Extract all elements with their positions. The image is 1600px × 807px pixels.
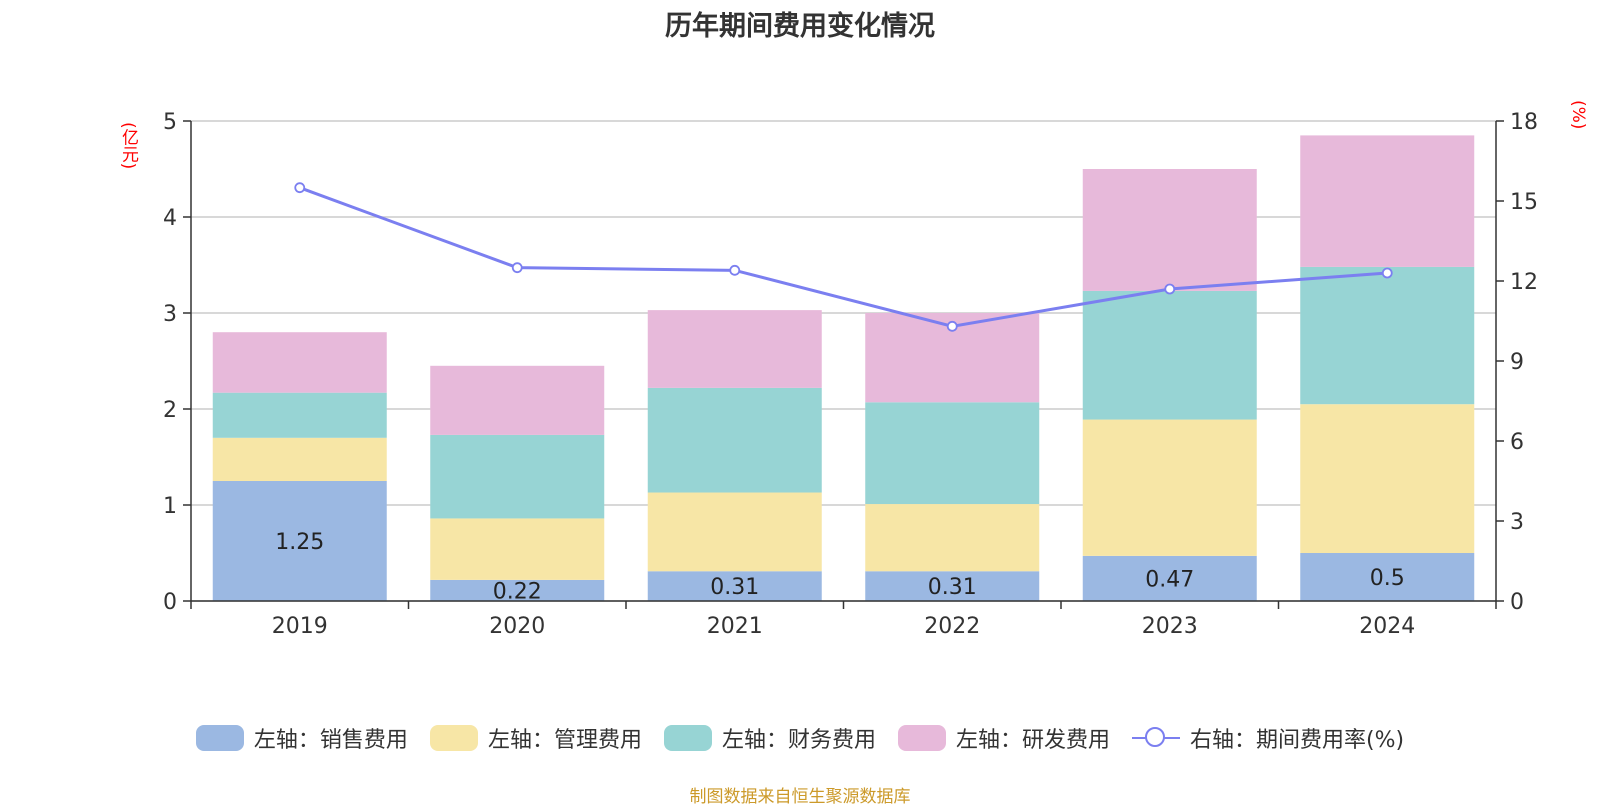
legend-item-rd[interactable]: 左轴：研发费用 [897,722,1110,754]
right-axis-tick-label: 3 [1510,510,1524,535]
bar-segment [212,481,387,601]
bar-segment [865,504,1040,572]
bar-segment [212,332,387,393]
bar-segment [430,434,605,519]
bar-segment [1082,290,1257,420]
x-axis-tick-label: 2019 [272,614,328,639]
bar-segment [212,437,387,481]
legend-swatch-finance [663,725,712,751]
right-axis-unit: (%) [1568,100,1588,130]
legend-item-admin[interactable]: 左轴：管理费用 [429,722,642,754]
bar-segment [647,387,822,493]
bar-segment [1082,555,1257,601]
x-axis-tick-label: 2024 [1359,614,1415,639]
bar-data-label: 1.25 [275,530,324,555]
bar-segment [647,571,822,601]
bar-segment [430,518,605,580]
bar-segment [1082,419,1257,556]
expense-rate-point [294,182,306,194]
left-axis-tick-label: 0 [163,590,177,615]
bar-segment [1300,404,1475,553]
bar-segment [647,310,822,388]
left-axis-tick-label: 3 [163,302,177,327]
x-axis-tick-label: 2021 [707,614,763,639]
chart-legend: 左轴：销售费用 左轴：管理费用 左轴：财务费用 左轴：研发费用 右轴：期间费用率… [0,722,1600,754]
x-axis-tick-label: 2020 [489,614,545,639]
bar-data-label: 0.31 [928,575,977,600]
bar-data-label: 0.47 [1145,567,1194,592]
right-axis-tick-label: 18 [1510,110,1538,135]
bar-segment [212,392,387,438]
legend-swatch-admin [429,725,478,751]
bar-segment [1082,169,1257,291]
left-axis-unit: (亿元) [118,122,138,170]
legend-label-expense-rate: 右轴：期间费用率(%) [1189,728,1405,753]
legend-label-finance: 左轴：财务费用 [721,728,876,753]
left-axis-tick-label: 2 [163,398,177,423]
expense-rate-point [1164,283,1176,295]
bar-segment [1300,266,1475,405]
bar-segment [865,571,1040,601]
bar-segment [865,402,1040,505]
bar-segment [430,579,605,601]
legend-swatch-expense-rate [1131,725,1180,751]
legend-label-rd: 左轴：研发费用 [955,728,1110,753]
bar-segment [430,365,605,435]
expense-rate-point [729,264,741,276]
right-axis-tick-label: 12 [1510,270,1538,295]
legend-swatch-rd [897,725,946,751]
bar-data-label: 0.31 [710,575,759,600]
legend-item-finance[interactable]: 左轴：财务费用 [663,722,876,754]
bar-segment [1300,135,1475,267]
expense-rate-point [1381,267,1393,279]
left-axis-tick-label: 4 [163,206,177,231]
legend-swatch-sales [195,725,244,751]
expense-rate-point [946,320,958,332]
x-axis-tick-label: 2022 [924,614,980,639]
legend-label-sales: 左轴：销售费用 [253,728,408,753]
right-axis-tick-label: 0 [1510,590,1524,615]
bar-data-label: 0.5 [1370,566,1405,591]
right-axis-tick-label: 6 [1510,430,1524,455]
chart-title: 历年期间费用变化情况 [665,11,935,42]
expense-rate-point [511,262,523,274]
bar-segment [1300,553,1475,601]
legend-item-expense-rate[interactable]: 右轴：期间费用率(%) [1131,722,1405,754]
left-axis-tick-label: 5 [163,110,177,135]
source-note: 制图数据来自恒生聚源数据库 [689,787,911,807]
bar-segment [647,492,822,572]
legend-label-admin: 左轴：管理费用 [487,728,642,753]
expense-rate-line [299,186,1388,328]
right-axis-tick-label: 9 [1510,350,1524,375]
x-axis-tick-label: 2023 [1142,614,1198,639]
legend-item-sales[interactable]: 左轴：销售费用 [195,722,408,754]
right-axis-tick-label: 15 [1510,190,1538,215]
left-axis-tick-label: 1 [163,494,177,519]
